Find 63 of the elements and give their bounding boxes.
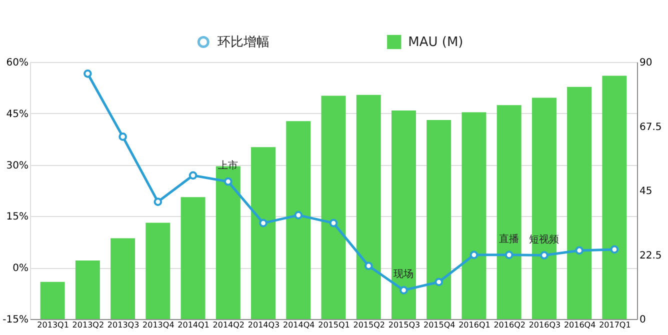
x-tick-label: 2016Q1 — [458, 320, 490, 330]
point — [224, 177, 232, 186]
x-tick-label: 2015Q1 — [318, 320, 350, 330]
point — [434, 278, 444, 286]
bar — [462, 112, 486, 319]
y-tick-label: -15% — [2, 314, 28, 326]
x-tick-label: 2014Q4 — [283, 320, 315, 330]
point — [154, 198, 162, 206]
y2-tick-label: 45 — [640, 186, 652, 197]
point — [259, 218, 268, 228]
annotation: 直播 — [499, 232, 520, 245]
x-tick-label: 2015Q3 — [388, 320, 420, 330]
y-tick-label: 15% — [6, 212, 28, 223]
x-tick-label: 2013Q2 — [72, 320, 104, 330]
bar — [75, 260, 100, 319]
legend-label: MAU (M) — [408, 35, 464, 50]
bar — [286, 121, 311, 319]
point — [470, 250, 478, 260]
bar — [602, 76, 627, 319]
legend-label: 环比增幅 — [217, 35, 270, 50]
bar — [496, 105, 522, 319]
x-tick-label: 2013Q4 — [142, 320, 174, 330]
bar — [426, 120, 452, 319]
x-tick-label: 2014Q1 — [178, 320, 210, 330]
bar — [110, 238, 136, 319]
bar — [356, 94, 381, 319]
x-tick-label: 2013Q1 — [37, 320, 69, 330]
annotation: 现场 — [394, 268, 414, 280]
x-tick-label: 2016Q4 — [564, 320, 596, 330]
point — [294, 211, 303, 220]
y2-tick-label: 22.5 — [640, 250, 662, 262]
y2-tick-label: 90 — [640, 58, 652, 68]
y2-tick-label: 0 — [640, 314, 646, 326]
y-tick-label: 45% — [6, 108, 28, 120]
point — [329, 218, 338, 228]
bar — [321, 96, 346, 319]
y-tick-label: 0% — [12, 263, 28, 274]
bar — [567, 86, 592, 319]
bar — [146, 222, 170, 319]
point — [575, 246, 584, 255]
point — [364, 262, 373, 270]
point — [540, 251, 548, 260]
x-tick-label: 2015Q2 — [353, 320, 385, 330]
y-tick-label: 30% — [6, 160, 28, 172]
x-tick-label: 2013Q3 — [107, 320, 140, 330]
bar — [391, 110, 416, 319]
point — [504, 250, 514, 260]
x-tick-label: 2014Q3 — [248, 320, 280, 330]
x-tick-label: 2017Q1 — [599, 320, 631, 330]
x-tick-label: 2016Q3 — [528, 320, 561, 330]
x-tick-label: 2014Q2 — [212, 320, 245, 330]
x-tick-label: 2016Q2 — [494, 320, 526, 330]
bar — [40, 282, 65, 319]
bar — [180, 197, 206, 319]
bar — [251, 147, 276, 319]
y2-tick-label: 67.5 — [640, 122, 662, 133]
y-tick-label: 60% — [6, 58, 28, 68]
point — [84, 69, 92, 78]
x-tick-label: 2015Q4 — [423, 320, 456, 330]
point — [400, 286, 408, 294]
point — [118, 132, 127, 141]
point — [610, 245, 619, 254]
point — [188, 171, 198, 180]
